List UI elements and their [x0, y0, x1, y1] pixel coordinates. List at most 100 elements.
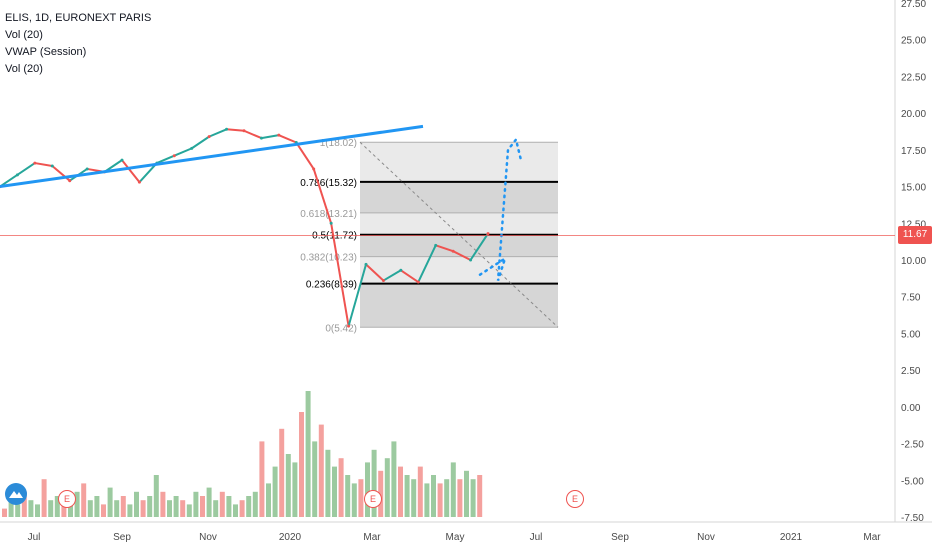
time-axis-label: Mar [863, 532, 881, 543]
volume-bar [68, 500, 73, 517]
volume-bar [266, 483, 271, 517]
volume-bar [318, 424, 324, 517]
time-axis-label: Sep [611, 532, 629, 543]
volume-bar [411, 479, 417, 517]
volume-bar [391, 441, 397, 517]
volume-bar [107, 487, 113, 517]
price-point [277, 133, 281, 137]
price-segment [191, 135, 210, 150]
price-axis-label: -7.50 [901, 513, 924, 524]
price-axis-label: 25.00 [901, 36, 926, 47]
earnings-marker-2[interactable]: E [364, 490, 382, 508]
time-axis-label: Nov [199, 532, 217, 543]
price-point [259, 136, 263, 140]
price-point [416, 280, 420, 284]
time-axis-label: Jul [530, 532, 543, 543]
volume-bar [404, 475, 410, 517]
earnings-marker-1[interactable]: E [58, 490, 76, 508]
volume-bar [28, 500, 34, 517]
price-segment [435, 244, 454, 253]
volume-bar [477, 475, 483, 517]
fib-level-label: 1(18.02) [320, 138, 357, 149]
volume-bar [21, 491, 27, 517]
price-axis-label: 5.00 [901, 329, 921, 340]
price-segment [469, 233, 489, 261]
volume-bar [15, 504, 21, 517]
indicator-vol[interactable]: Vol (20) [5, 29, 43, 41]
volume-bar [114, 500, 120, 517]
indicator-vol-2[interactable]: Vol (20) [5, 63, 43, 75]
price-point [68, 179, 72, 183]
volume-bar [8, 496, 14, 517]
fib-band [360, 212, 558, 235]
price-point [242, 129, 246, 133]
volume-bar [61, 504, 67, 517]
price-segment [16, 162, 36, 176]
volume-bar [153, 475, 159, 517]
price-point [329, 221, 333, 225]
volume-bar [345, 475, 351, 517]
current-price-tag: 11.67 [898, 226, 932, 245]
volume-bar [74, 491, 80, 517]
volume-bar [101, 504, 106, 517]
volume-bar [48, 500, 54, 517]
volume-bar [384, 458, 390, 517]
fib-level-label: 0.382(10.23) [300, 253, 357, 264]
volume-bar [173, 496, 179, 517]
volume-bar [464, 470, 469, 517]
time-axis-label: Mar [363, 532, 381, 543]
price-segment [347, 264, 367, 327]
volume-bar [35, 504, 40, 517]
price-point [347, 324, 351, 328]
volume-bar [206, 487, 212, 517]
price-axis-label: 10.00 [901, 256, 926, 267]
price-segment [382, 269, 402, 282]
fib-band [360, 181, 558, 213]
fib-band [360, 256, 558, 284]
price-segment [295, 141, 315, 170]
volume-bar [134, 491, 139, 517]
volume-bar [272, 466, 278, 517]
volume-bar [186, 504, 192, 517]
price-axis-label: -2.50 [901, 440, 924, 451]
volume-bar [371, 449, 377, 517]
price-axis-label: 20.00 [901, 109, 926, 120]
time-axis-label: Sep [113, 532, 131, 543]
price-segment [138, 162, 158, 183]
volume-bar [259, 441, 265, 517]
volume-bar [246, 496, 252, 517]
volume-bar [87, 500, 93, 517]
tradingview-logo[interactable] [5, 483, 27, 505]
price-point [50, 164, 54, 168]
fib-band [360, 142, 558, 182]
price-segment [452, 250, 472, 261]
volume-bar [140, 500, 146, 517]
fib-level-label: 0.786(15.32) [300, 178, 357, 189]
volume-bar [417, 466, 423, 517]
price-segment [278, 134, 297, 144]
price-segment [243, 129, 262, 140]
price-axis-label: 15.00 [901, 183, 926, 194]
volume-bar [213, 500, 219, 517]
volume-bar [437, 483, 443, 517]
price-point [225, 127, 229, 131]
price-axis-label: 0.00 [901, 403, 921, 414]
volume-bar [147, 496, 153, 517]
time-axis-label: Nov [697, 532, 715, 543]
indicator-vwap[interactable]: VWAP (Session) [5, 46, 87, 58]
volume-bar [450, 462, 456, 517]
price-segment [417, 244, 437, 283]
price-point [207, 135, 211, 139]
volume-bar [424, 483, 430, 517]
price-point [312, 167, 316, 171]
symbol-title[interactable]: ELIS, 1D, EURONEXT PARIS [5, 12, 152, 24]
volume-bar [299, 412, 304, 517]
volume-bar [2, 508, 7, 517]
price-segment [208, 128, 227, 138]
earnings-marker-3[interactable]: E [566, 490, 584, 508]
price-point [15, 173, 19, 177]
volume-bar [312, 441, 318, 517]
price-point [190, 146, 194, 150]
price-segment [156, 154, 175, 164]
